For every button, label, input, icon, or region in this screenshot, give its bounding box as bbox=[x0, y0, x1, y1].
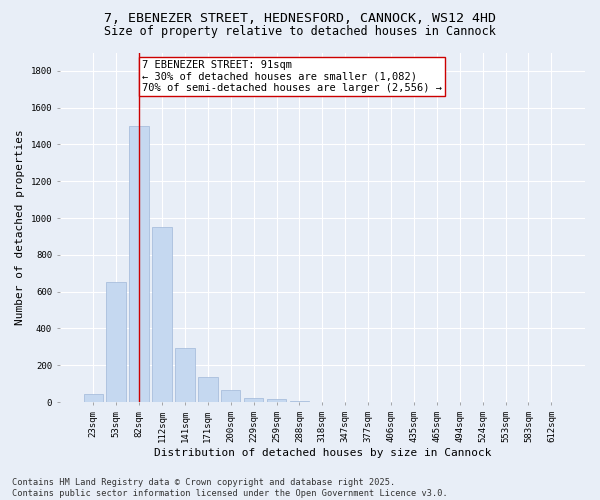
Bar bbox=[130, 126, 149, 402]
Bar bbox=[175, 348, 194, 402]
Y-axis label: Number of detached properties: Number of detached properties bbox=[15, 130, 25, 325]
Bar bbox=[267, 400, 286, 402]
X-axis label: Distribution of detached houses by size in Cannock: Distribution of detached houses by size … bbox=[154, 448, 491, 458]
Bar bbox=[83, 394, 103, 402]
Bar bbox=[244, 398, 263, 402]
Text: Contains HM Land Registry data © Crown copyright and database right 2025.
Contai: Contains HM Land Registry data © Crown c… bbox=[12, 478, 448, 498]
Text: 7, EBENEZER STREET, HEDNESFORD, CANNOCK, WS12 4HD: 7, EBENEZER STREET, HEDNESFORD, CANNOCK,… bbox=[104, 12, 496, 26]
Bar bbox=[290, 401, 309, 402]
Bar bbox=[198, 377, 218, 402]
Bar bbox=[221, 390, 241, 402]
Text: Size of property relative to detached houses in Cannock: Size of property relative to detached ho… bbox=[104, 25, 496, 38]
Bar bbox=[106, 282, 126, 402]
Text: 7 EBENEZER STREET: 91sqm
← 30% of detached houses are smaller (1,082)
70% of sem: 7 EBENEZER STREET: 91sqm ← 30% of detach… bbox=[142, 60, 442, 93]
Bar bbox=[152, 228, 172, 402]
